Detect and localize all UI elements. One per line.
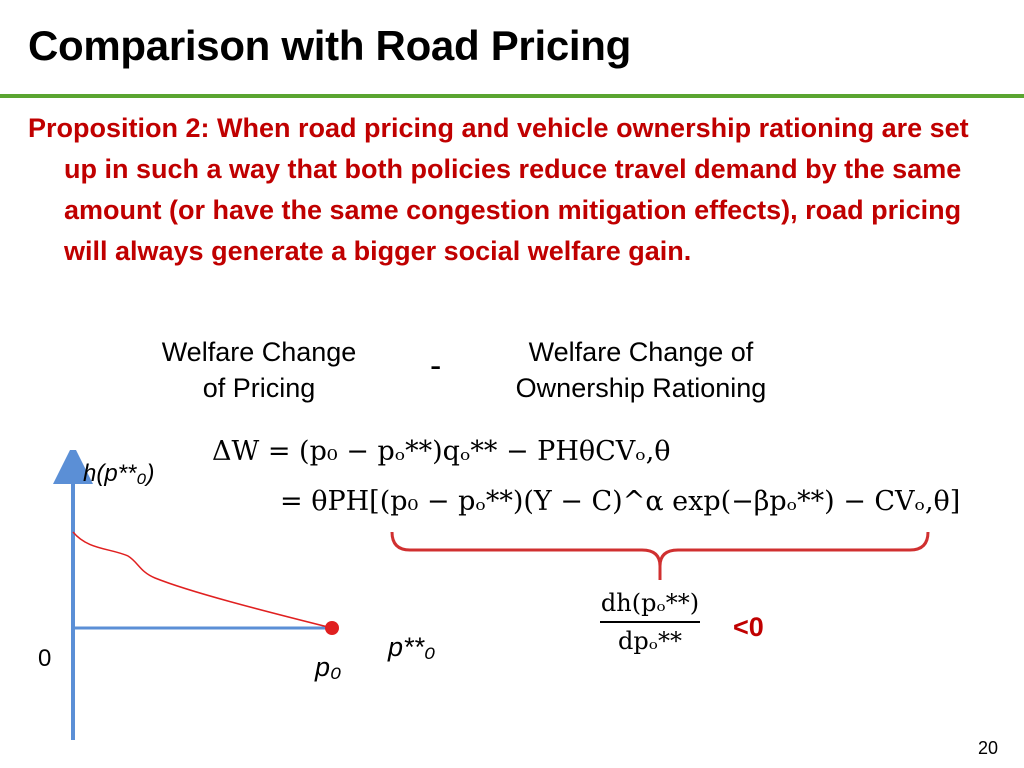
label-line: of Pricing	[202, 373, 316, 403]
p0-point	[325, 621, 339, 635]
label-line: Welfare Change	[161, 337, 357, 367]
welfare-equation-line-2: = θPH[(p₀ − pₒ**)(Y − C)^α exp(−βpₒ**) −…	[280, 486, 961, 517]
fraction-bar	[600, 621, 700, 623]
x-axis-label: p**₀	[388, 632, 436, 662]
title-divider	[0, 94, 1024, 98]
welfare-change-pricing-label: Welfare Change of Pricing	[128, 334, 390, 406]
underbrace	[390, 531, 930, 580]
fraction-denominator: dpₒ**	[618, 627, 682, 655]
page-number: 20	[978, 738, 999, 758]
fraction-numerator: dh(pₒ**)	[600, 589, 700, 617]
less-than-zero-label: <0	[733, 612, 764, 642]
proposition-text: Proposition 2: When road pricing and veh…	[28, 113, 969, 266]
p0-label: p₀	[315, 652, 342, 682]
minus-sign: -	[430, 347, 442, 385]
label-line: Ownership Rationing	[515, 373, 767, 403]
origin-label: 0	[38, 645, 52, 672]
y-axis-label: h(p**₀)	[83, 460, 155, 487]
derivative-fraction: dh(pₒ**) dpₒ**	[600, 587, 700, 657]
welfare-change-rationing-label: Welfare Change of Ownership Rationing	[476, 334, 806, 406]
label-line: Welfare Change of	[528, 337, 754, 367]
welfare-graph	[53, 450, 339, 740]
slide-title: Comparison with Road Pricing	[28, 22, 631, 69]
h-curve	[72, 531, 333, 629]
welfare-equation-line-1: ΔW = (p₀ − pₒ**)qₒ** − PHθCVₒ,θ	[212, 436, 671, 467]
